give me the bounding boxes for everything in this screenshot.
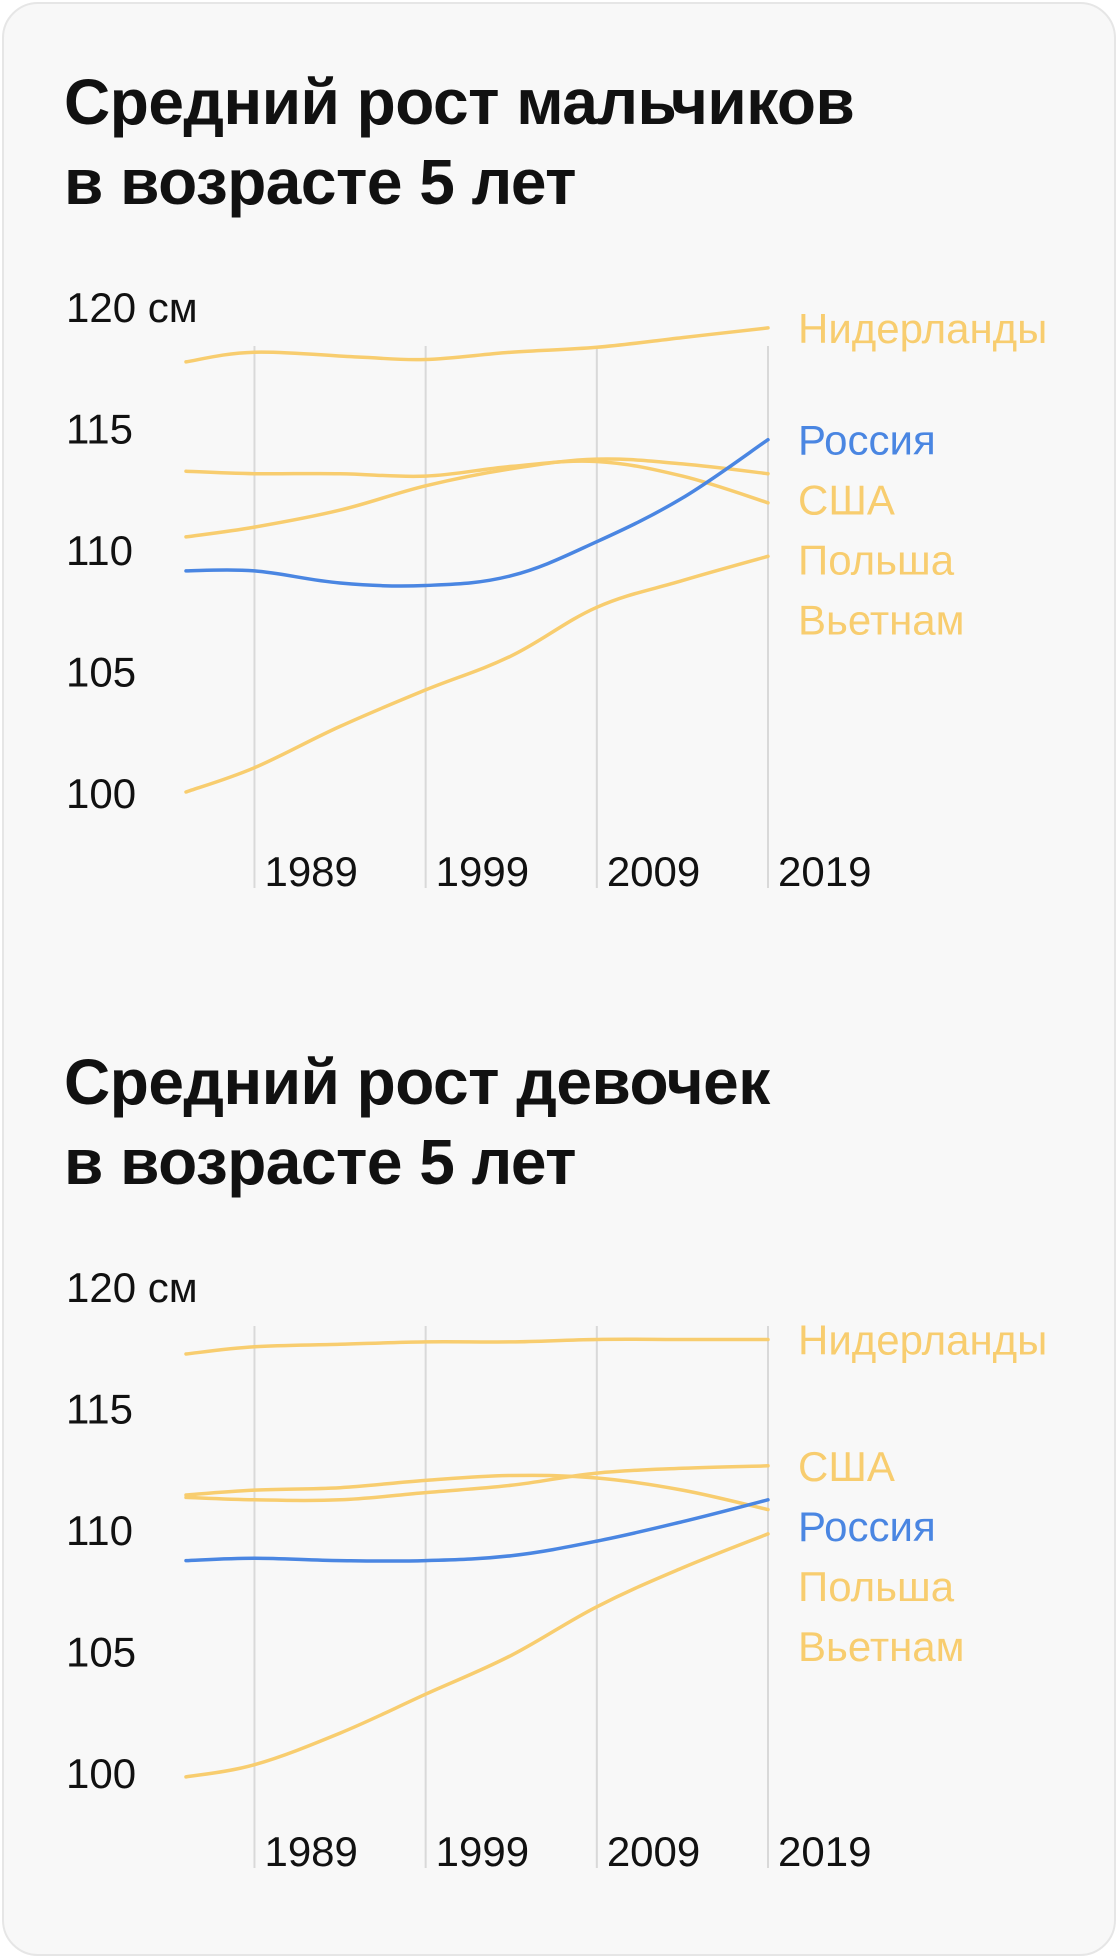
boys-title-line-1: Средний рост мальчиков	[64, 66, 855, 138]
series-line-Нидерланды	[184, 1337, 770, 1356]
legend-label: США	[798, 477, 895, 524]
x-tick-label: 2019	[778, 1828, 871, 1875]
legend-label: Вьетнам	[798, 597, 965, 644]
legend-label: Россия	[798, 1503, 936, 1550]
girls-height-chart: 120 см 115 110 105 100 1989 1999 2009 2019 Нидерл…	[66, 1264, 1047, 1875]
y-tick-label: 120 см	[66, 1264, 198, 1311]
y-tick-label: 100	[66, 1750, 136, 1797]
series-lines	[184, 1337, 770, 1779]
x-axis-ticks: 1989 1999 2009 2019	[264, 1828, 871, 1875]
series-line-Вьетнам	[184, 554, 770, 794]
legend-label: Россия	[798, 417, 936, 464]
series-line-Россия	[184, 1498, 770, 1563]
y-axis-ticks: 120 см 115 110 105 100	[66, 284, 198, 817]
y-tick-label: 110	[66, 527, 133, 574]
x-axis-ticks: 1989 1999 2009 2019	[264, 848, 871, 895]
series-line-Нидерланды	[184, 326, 770, 364]
series-lines	[184, 326, 770, 794]
gridlines	[253, 346, 769, 888]
boys-title-line-2: в возрасте 5 лет	[64, 146, 576, 218]
y-tick-label: 120 см	[66, 284, 198, 331]
legend-label: Вьетнам	[798, 1623, 965, 1670]
legend-label: Польша	[798, 1563, 955, 1610]
x-tick-label: 2009	[607, 848, 700, 895]
series-line-Вьетнам	[184, 1532, 770, 1779]
legend-label: Нидерланды	[798, 1316, 1047, 1363]
gridlines	[253, 1326, 769, 1868]
boys-height-chart: 120 см 115 110 105 100 1989 1999 2009 2019 Нидерл…	[66, 284, 1047, 895]
y-tick-label: 115	[66, 406, 133, 453]
legend-label: Нидерланды	[798, 305, 1047, 352]
series-line-США	[184, 1464, 770, 1503]
series-legend: Нидерланды США Россия Польша Вьетнам	[798, 1316, 1047, 1669]
x-tick-label: 1989	[264, 848, 357, 895]
y-tick-label: 105	[66, 1629, 136, 1676]
girls-chart-panel: Средний рост девочек в возрасте 5 лет 12…	[4, 984, 1120, 1884]
girls-chart-title: Средний рост девочек в возрасте 5 лет	[64, 1042, 1064, 1202]
series-line-Польша	[184, 1473, 770, 1512]
y-tick-label: 110	[66, 1507, 133, 1554]
y-axis-ticks: 120 см 115 110 105 100	[66, 1264, 198, 1797]
boys-chart-panel: Средний рост мальчиков в возрасте 5 лет …	[4, 4, 1120, 904]
girls-title-line-1: Средний рост девочек	[64, 1046, 770, 1118]
x-tick-label: 1999	[436, 848, 529, 895]
y-tick-label: 105	[66, 649, 136, 696]
x-tick-label: 1999	[436, 1828, 529, 1875]
series-line-Россия	[184, 437, 770, 588]
y-tick-label: 115	[66, 1386, 133, 1433]
x-tick-label: 2009	[607, 1828, 700, 1875]
series-legend: Нидерланды Россия США Польша Вьетнам	[798, 305, 1047, 644]
series-line-Польша	[184, 459, 770, 505]
series-line-США	[184, 457, 770, 539]
legend-label: Польша	[798, 537, 955, 584]
x-tick-label: 2019	[778, 848, 871, 895]
boys-chart-title: Средний рост мальчиков в возрасте 5 лет	[64, 62, 1064, 222]
y-tick-label: 100	[66, 770, 136, 817]
x-tick-label: 1989	[264, 1828, 357, 1875]
legend-label: США	[798, 1443, 895, 1490]
girls-title-line-2: в возрасте 5 лет	[64, 1126, 576, 1198]
